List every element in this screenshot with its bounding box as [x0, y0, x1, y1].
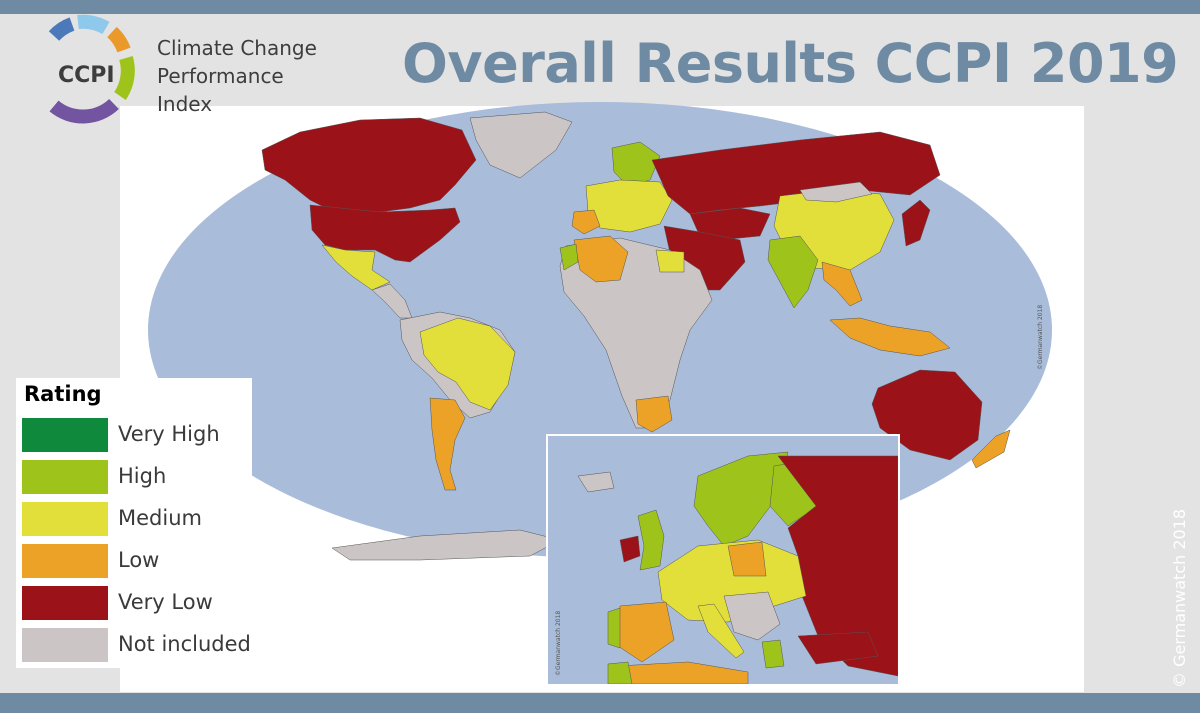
country-portugal: [607, 607, 621, 649]
country-india: [767, 235, 819, 309]
ccpi-logo: CCPI: [48, 14, 135, 124]
region-scandinavia: [611, 141, 661, 187]
region-north-africa: [617, 661, 749, 684]
legend-item-medium: Medium: [22, 502, 250, 538]
inset-credit: ©Germanwatch 2018: [555, 611, 562, 676]
page-title: Overall Results CCPI 2019: [402, 32, 1179, 95]
legend-label: Medium: [118, 506, 202, 530]
country-egypt: [655, 249, 685, 273]
legend-swatch: [22, 418, 108, 452]
europe-inset-map: ©Germanwatch 2018: [555, 451, 898, 684]
legend-label: Low: [118, 548, 160, 572]
legend-swatch: [22, 460, 108, 494]
country-canada: [261, 117, 477, 213]
region-antarctica: [331, 529, 561, 561]
region-southeast-asia: [821, 261, 863, 307]
map-credit: ©Germanwatch 2018: [1037, 305, 1044, 370]
country-brazil: [419, 317, 516, 411]
country-morocco: [559, 243, 579, 271]
legend-swatch: [22, 628, 108, 662]
legend: Rating Very High High Medium Low Very Lo…: [16, 378, 252, 668]
europe-inset: ©Germanwatch 2018: [546, 434, 900, 686]
country-italy: [697, 603, 745, 659]
country-iceland: [577, 471, 615, 493]
country-russia-inset: [777, 455, 898, 677]
legend-label: Not included: [118, 632, 251, 656]
legend-label: Very Low: [118, 590, 213, 614]
bottom-bar: [0, 693, 1200, 713]
legend-item-very-high: Very High: [22, 418, 250, 454]
country-turkey: [797, 631, 879, 665]
top-bar: [0, 0, 1200, 14]
country-poland: [727, 541, 767, 577]
country-uk: [637, 509, 665, 571]
side-credit: © Germanwatch 2018: [1170, 508, 1189, 688]
legend-swatch: [22, 502, 108, 536]
logo-line-2: Performance: [157, 64, 284, 88]
country-indonesia: [829, 317, 951, 357]
legend-title: Rating: [24, 382, 102, 406]
country-south-africa: [635, 395, 673, 433]
country-usa: [309, 204, 461, 263]
country-japan: [901, 199, 931, 247]
region-balkans: [723, 591, 781, 641]
country-spain-inset: [617, 601, 675, 663]
logo-line-3: Index: [157, 92, 213, 116]
legend-label: Very High: [118, 422, 220, 446]
logo-line-1: Climate Change: [157, 36, 317, 60]
region-norway-sweden: [693, 451, 789, 547]
legend-item-not-included: Not included: [22, 628, 251, 664]
legend-swatch: [22, 544, 108, 578]
country-spain: [571, 209, 601, 235]
country-algeria: [573, 235, 629, 283]
legend-label: High: [118, 464, 167, 488]
legend-swatch: [22, 586, 108, 620]
legend-item-low: Low: [22, 544, 250, 580]
country-mongolia: [799, 181, 873, 203]
country-greenland: [469, 111, 573, 179]
country-mexico: [321, 244, 391, 291]
legend-item-high: High: [22, 460, 250, 496]
country-argentina: [429, 397, 466, 491]
country-greece: [761, 639, 785, 669]
legend-item-very-low: Very Low: [22, 586, 250, 622]
country-ireland: [619, 535, 641, 563]
country-new-zealand: [971, 429, 1011, 469]
logo-text: CCPI: [58, 63, 115, 88]
country-morocco-inset: [607, 661, 633, 684]
